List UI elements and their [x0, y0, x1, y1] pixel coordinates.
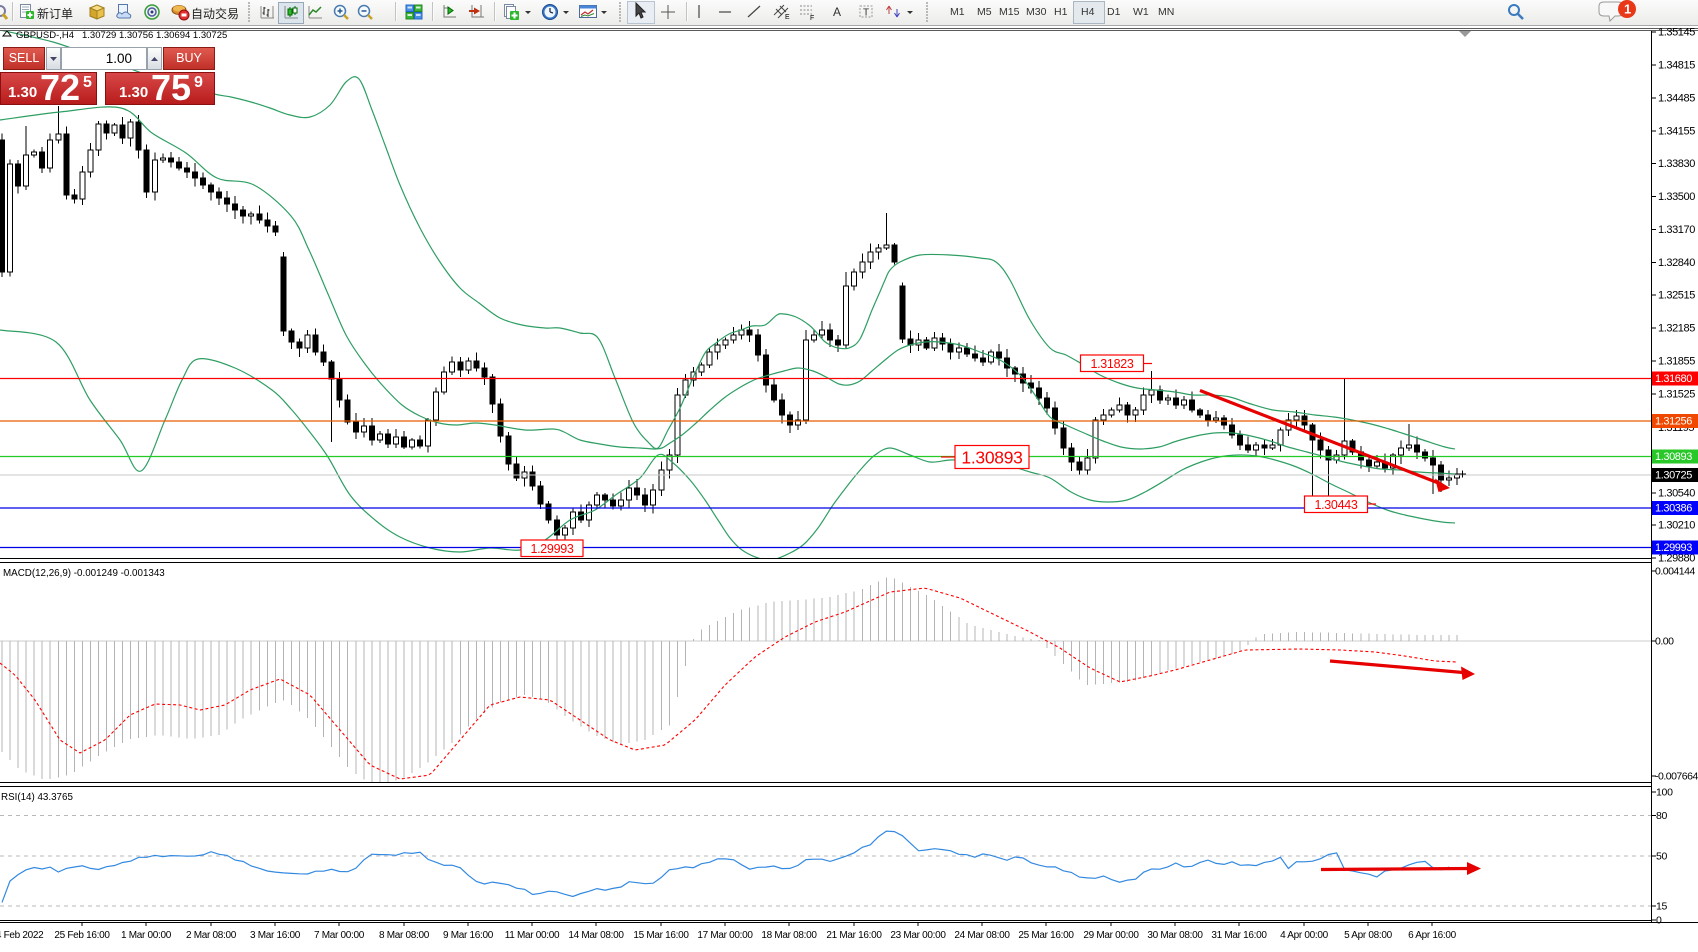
svg-text:7 Mar 00:00: 7 Mar 00:00 — [314, 930, 365, 941]
svg-text:1.30725: 1.30725 — [1655, 470, 1692, 482]
svg-text:1.29880: 1.29880 — [1658, 553, 1695, 565]
svg-text:18 Mar 08:00: 18 Mar 08:00 — [761, 930, 817, 941]
svg-text:1.30893: 1.30893 — [1655, 451, 1692, 463]
svg-text:1.34815: 1.34815 — [1658, 60, 1695, 72]
svg-text:8 Mar 08:00: 8 Mar 08:00 — [379, 930, 430, 941]
svg-text:80: 80 — [1656, 810, 1668, 822]
svg-text:5 Apr 08:00: 5 Apr 08:00 — [1344, 930, 1393, 941]
svg-text:15 Mar 16:00: 15 Mar 16:00 — [633, 930, 689, 941]
svg-text:1.33170: 1.33170 — [1658, 224, 1695, 236]
svg-text:1.30540: 1.30540 — [1658, 488, 1695, 500]
svg-text:0: 0 — [1656, 915, 1662, 927]
svg-text:GBPUSD-,H4 1.30729 1.30756 1: GBPUSD-,H4 1.30729 1.30756 1.30694 1.307… — [16, 30, 227, 41]
svg-text:6 Apr 16:00: 6 Apr 16:00 — [1408, 930, 1457, 941]
svg-text:24 Feb 2022: 24 Feb 2022 — [0, 930, 44, 941]
svg-text:29 Mar 00:00: 29 Mar 00:00 — [1083, 930, 1139, 941]
svg-text:1.29993: 1.29993 — [1655, 542, 1692, 554]
svg-text:1.34485: 1.34485 — [1658, 93, 1695, 105]
svg-text:MACD(12,26,9) -0.001249 -0.001: MACD(12,26,9) -0.001249 -0.001343 — [3, 568, 165, 579]
svg-text:100: 100 — [1656, 787, 1673, 799]
svg-text:9 Mar 16:00: 9 Mar 16:00 — [443, 930, 494, 941]
svg-text:4 Apr 00:00: 4 Apr 00:00 — [1280, 930, 1329, 941]
svg-text:25 Mar 16:00: 25 Mar 16:00 — [1018, 930, 1074, 941]
svg-text:1.32840: 1.32840 — [1658, 257, 1695, 269]
svg-text:1.31680: 1.31680 — [1655, 373, 1692, 385]
svg-text:1.32515: 1.32515 — [1658, 290, 1695, 302]
svg-text:31 Mar 16:00: 31 Mar 16:00 — [1211, 930, 1267, 941]
svg-text:1.31525: 1.31525 — [1658, 389, 1695, 401]
svg-text:RSI(14) 43.3765: RSI(14) 43.3765 — [1, 792, 73, 803]
svg-text:1.31256: 1.31256 — [1655, 416, 1692, 428]
svg-text:2 Mar 08:00: 2 Mar 08:00 — [186, 930, 237, 941]
svg-text:25 Feb 16:00: 25 Feb 16:00 — [54, 930, 110, 941]
svg-text:21 Mar 16:00: 21 Mar 16:00 — [826, 930, 882, 941]
svg-text:1.31823: 1.31823 — [1090, 357, 1133, 371]
svg-text:T: T — [863, 8, 869, 19]
svg-text:1.30386: 1.30386 — [1655, 503, 1692, 515]
svg-text:1.33830: 1.33830 — [1658, 158, 1695, 170]
svg-text:F: F — [810, 15, 814, 21]
svg-text:15: 15 — [1656, 901, 1668, 913]
svg-text:1.35145: 1.35145 — [1658, 27, 1695, 39]
svg-text:-0.007664: -0.007664 — [1655, 771, 1698, 783]
svg-text:23 Mar 00:00: 23 Mar 00:00 — [890, 930, 946, 941]
svg-text:E: E — [785, 14, 790, 21]
svg-text:1.30893: 1.30893 — [961, 447, 1022, 467]
svg-text:14 Mar 08:00: 14 Mar 08:00 — [568, 930, 624, 941]
svg-text:1 Mar 00:00: 1 Mar 00:00 — [121, 930, 172, 941]
svg-text:1.29993: 1.29993 — [530, 542, 573, 556]
svg-text:30 Mar 08:00: 30 Mar 08:00 — [1147, 930, 1203, 941]
svg-text:0.004144: 0.004144 — [1655, 566, 1695, 578]
svg-text:3 Mar 16:00: 3 Mar 16:00 — [250, 930, 301, 941]
svg-text:17 Mar 00:00: 17 Mar 00:00 — [697, 930, 753, 941]
svg-text:1.32185: 1.32185 — [1658, 323, 1695, 335]
svg-text:1.30210: 1.30210 — [1658, 520, 1695, 532]
svg-text:24 Mar 08:00: 24 Mar 08:00 — [954, 930, 1010, 941]
svg-text:1.33500: 1.33500 — [1658, 191, 1695, 203]
svg-text:50: 50 — [1656, 851, 1668, 863]
svg-text:11 Mar 00:00: 11 Mar 00:00 — [505, 930, 560, 941]
svg-text:1.34155: 1.34155 — [1658, 126, 1695, 138]
svg-text:1.30443: 1.30443 — [1314, 498, 1357, 512]
svg-text:A: A — [833, 5, 841, 19]
svg-text:0.00: 0.00 — [1655, 636, 1674, 648]
svg-text:1.31855: 1.31855 — [1658, 356, 1695, 368]
svg-text:1: 1 — [1624, 2, 1631, 17]
